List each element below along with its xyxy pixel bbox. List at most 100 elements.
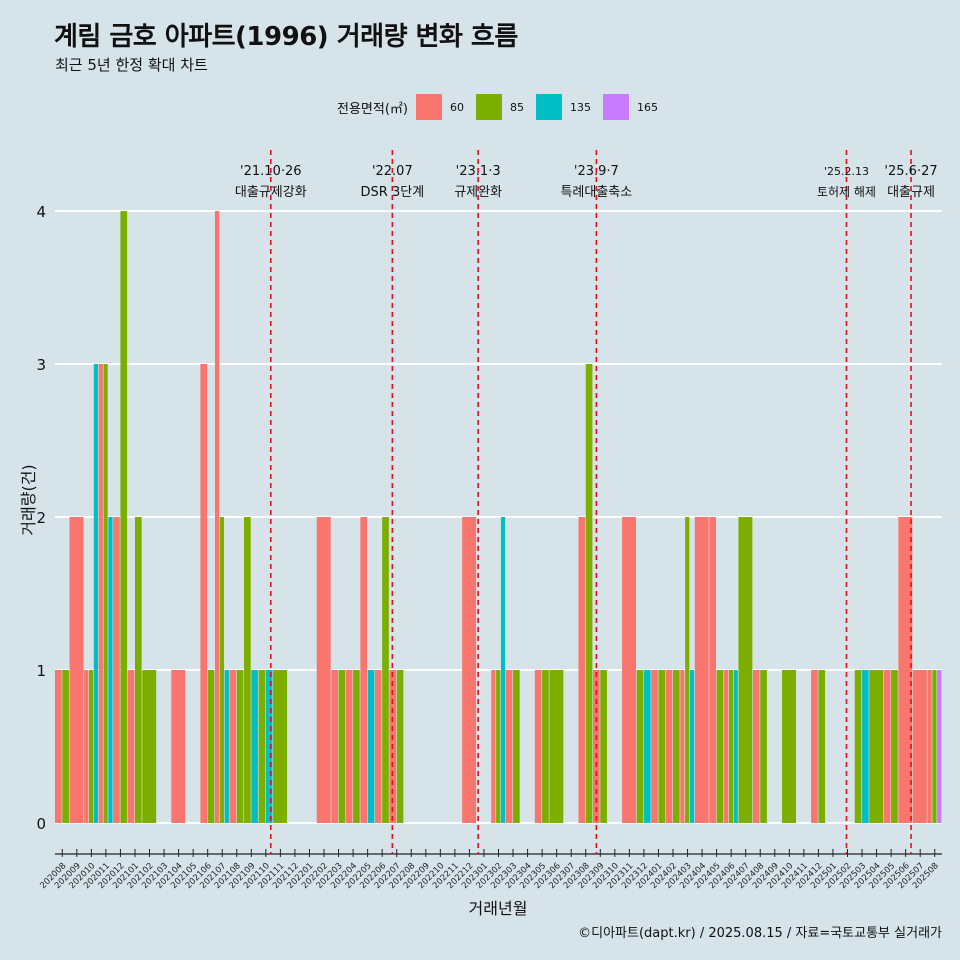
bar-202305-60 [534, 670, 542, 823]
bar-202303-60 [505, 670, 513, 823]
bar-202402-60 [665, 670, 673, 823]
bar-202110-135 [265, 670, 273, 823]
bar-202404-60 [694, 517, 709, 823]
bar-202504-85 [869, 670, 884, 823]
y-tick-label-1: 1 [36, 662, 46, 680]
x-axis: 2020082020092020102020112020122021012021… [38, 849, 942, 891]
bar-202108-85 [236, 670, 244, 823]
bar-202102-85 [142, 670, 157, 823]
bar-202101-85 [134, 517, 142, 823]
bar-202407-85 [738, 517, 753, 823]
bar-202405-60 [709, 517, 717, 823]
event-date-2: '23.1·3 [456, 164, 501, 179]
bar-202204-60 [345, 670, 353, 823]
bar-202401-85 [658, 670, 666, 823]
legend-label-165: 165 [636, 100, 658, 114]
bar-202403-85 [685, 517, 690, 823]
y-tick-label-2: 2 [36, 509, 46, 527]
y-tick-labels: 0 1 2 3 4 [36, 203, 46, 833]
bar-202104-60 [171, 670, 186, 823]
bar-202109-85 [244, 517, 251, 823]
bar-202505-85 [891, 670, 898, 823]
bar-202011-85 [103, 364, 108, 823]
event-label-0: 대출규제강화 [235, 185, 307, 200]
bar-202106-85 [207, 670, 215, 823]
bar-202109-135 [251, 670, 258, 823]
bar-202408-85 [760, 670, 767, 823]
legend-label-85: 85 [509, 100, 524, 114]
bar-202202-60 [316, 517, 331, 823]
bar-202206-60 [374, 670, 382, 823]
event-date-4: '25.2.13 [824, 165, 869, 178]
bar-202111-85 [273, 670, 288, 823]
bar-202011-60 [98, 364, 103, 823]
bar-202406-135 [733, 670, 738, 823]
bar-202505-60 [883, 670, 891, 823]
bar-202107-60 [214, 211, 220, 823]
bar-202203-85 [338, 670, 346, 823]
legend-title: 전용면적(㎡) [337, 101, 408, 117]
bar-202309-85 [600, 670, 607, 823]
bar-202406-85 [728, 670, 733, 823]
bar-202403-60 [680, 670, 685, 823]
bar-202302-85 [496, 670, 501, 823]
bar-202302-60 [491, 670, 496, 823]
bar-202010-60 [84, 670, 89, 823]
event-label-5: 대출규제 [887, 185, 935, 200]
bar-202303-85 [513, 670, 520, 823]
bar-202212-60 [462, 517, 477, 823]
legend-item-85: 85 [475, 94, 524, 120]
bar-202308-85 [585, 364, 593, 823]
bar-202506-60 [898, 517, 913, 823]
bar-202302-135 [500, 517, 506, 823]
bar-202207-85 [396, 670, 404, 823]
bar-202205-135 [367, 670, 375, 823]
annotations: '21.10·26 대출규제강화 '22.07 DSR 3단계 '23.1·3 규제완화 '… [235, 150, 938, 854]
bar-202412-85 [818, 670, 826, 823]
bar-202203-60 [331, 670, 338, 823]
bar-202107-135 [224, 670, 229, 823]
bar-202508-165 [937, 670, 942, 823]
bar-202010-85 [88, 670, 94, 823]
legend-item-60: 60 [415, 94, 464, 120]
event-date-5: '25.6·27 [884, 164, 937, 179]
bar-202503-85 [854, 670, 862, 823]
bar-202503-135 [862, 670, 869, 823]
bar-202312-135 [643, 670, 651, 823]
bar-202312-85 [636, 670, 644, 823]
bar-202106-60 [200, 364, 208, 823]
x-axis-title: 거래년월 [469, 899, 528, 918]
bar-202403-135 [689, 670, 695, 823]
legend-swatch-85 [475, 94, 502, 120]
bar-202108-60 [229, 670, 237, 823]
bar-202206-85 [382, 517, 389, 823]
event-date-3: '23.9·7 [574, 164, 619, 179]
bar-202402-85 [672, 670, 680, 823]
bar-202012-85 [120, 211, 128, 823]
bar-202405-85 [716, 670, 724, 823]
legend-swatch-135 [535, 94, 562, 120]
bar-202406-60 [723, 670, 729, 823]
bar-202412-60 [811, 670, 818, 823]
y-tick-label-0: 0 [36, 815, 46, 833]
bar-202305-85 [542, 670, 549, 823]
legend: 전용면적(㎡) 60 85 135 165 [337, 92, 670, 122]
event-date-1: '22.07 [372, 164, 413, 179]
bar-202010-135 [93, 364, 99, 823]
legend-label-60: 60 [449, 100, 464, 114]
event-label-4: 토허제 해제 [817, 185, 876, 199]
legend-item-135: 135 [535, 94, 591, 120]
bar-202008-60 [55, 670, 62, 823]
bar-202410-85 [782, 670, 796, 823]
y-axis-title: 거래량(건) [19, 464, 38, 535]
legend-item-165: 165 [602, 94, 658, 120]
bar-202401-60 [651, 670, 658, 823]
bar-202009-60 [69, 517, 84, 823]
bar-202507-60 [912, 670, 927, 823]
bar-202205-60 [360, 517, 368, 823]
bar-202408-60 [752, 670, 760, 823]
event-label-2: 규제완화 [454, 185, 502, 200]
bar-202011-135 [108, 517, 113, 823]
legend-swatch-165 [602, 94, 629, 120]
